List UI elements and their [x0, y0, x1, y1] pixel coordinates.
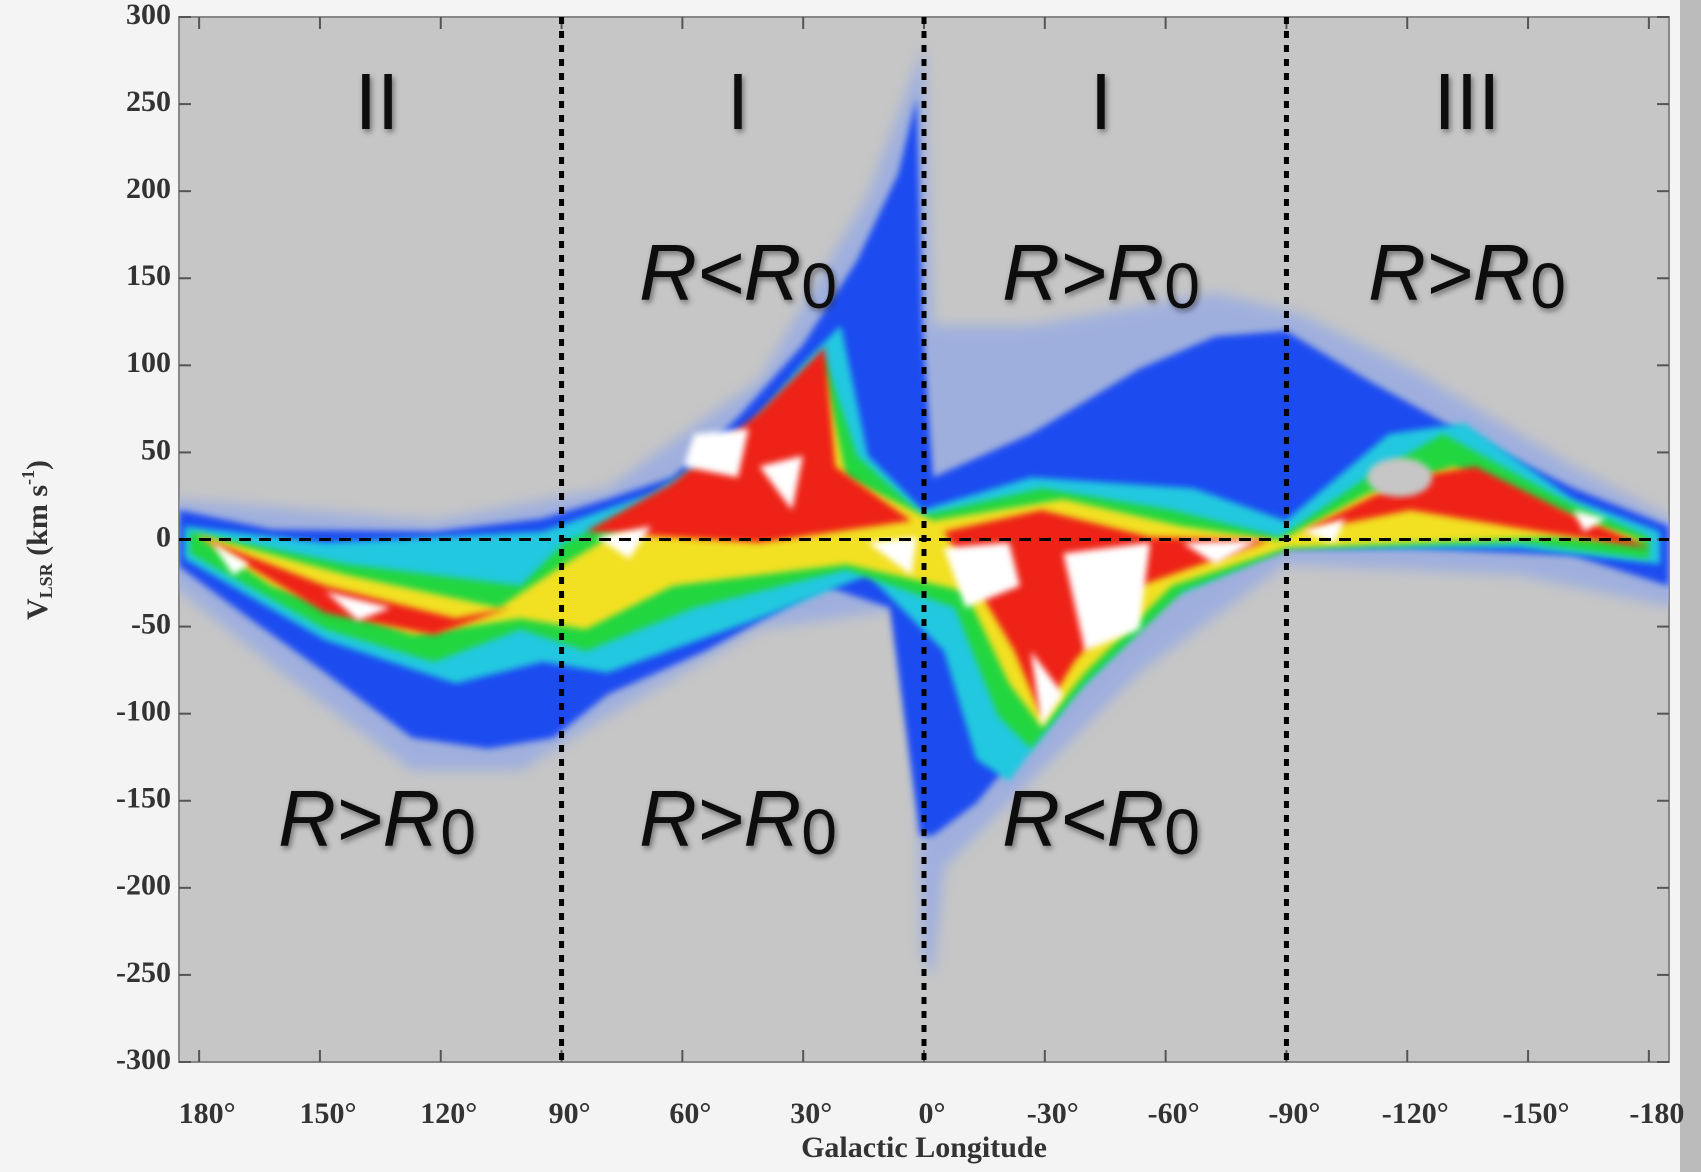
- annotation: R<R0: [639, 228, 837, 322]
- annotation-sub: 0: [801, 250, 837, 322]
- annotation-text: R>R: [1002, 228, 1164, 317]
- annotation: R>R0: [278, 774, 476, 868]
- y-label-unit: (km s: [21, 485, 54, 563]
- annotation-text: III: [1434, 57, 1501, 146]
- y-tick-label: -300: [116, 1043, 171, 1076]
- y-tick-label: 200: [126, 172, 171, 205]
- y-label-close: ): [21, 460, 54, 470]
- y-tick-label: -100: [116, 695, 171, 728]
- x-tick-label: 150°: [299, 1097, 356, 1130]
- y-tick-label: 250: [126, 85, 171, 118]
- y-tick-label: 0: [156, 520, 171, 553]
- x-tick-label: 30°: [790, 1097, 832, 1130]
- x-tick-label: 180°: [179, 1097, 236, 1130]
- x-tick-label: -120°: [1382, 1097, 1449, 1130]
- x-tick-label: -90°: [1268, 1097, 1320, 1130]
- annotation-sub: 0: [1164, 796, 1200, 868]
- annotation: R<R0: [1002, 774, 1200, 868]
- annotation: R>R0: [639, 774, 837, 868]
- annotation: II: [355, 57, 399, 146]
- y-tick-label: 100: [126, 346, 171, 379]
- x-tick-label: 90°: [549, 1097, 591, 1130]
- annotation: III: [1434, 57, 1501, 146]
- annotation-text: R>R: [278, 774, 440, 863]
- x-tick-label: 0°: [919, 1097, 946, 1130]
- y-tick-label: 50: [141, 433, 171, 466]
- annotation: R>R0: [1002, 228, 1200, 322]
- y-axis-label: VLSR (km s-1): [18, 460, 56, 620]
- annotation-text: II: [355, 57, 399, 146]
- y-tick-label: -50: [131, 607, 171, 640]
- y-tick-label: 300: [126, 0, 171, 31]
- y-label-main: V: [21, 598, 54, 620]
- x-tick-label: 60°: [669, 1097, 711, 1130]
- annotation-text: R>R: [1368, 228, 1530, 317]
- x-tick-label: -150°: [1503, 1097, 1570, 1130]
- annotation-sub: 0: [1530, 250, 1566, 322]
- annotation-text: I: [727, 57, 749, 146]
- y-tick-label: -150: [116, 782, 171, 815]
- annotation: I: [1090, 57, 1112, 146]
- annotation-sub: 0: [1164, 250, 1200, 322]
- x-tick-label: -30°: [1027, 1097, 1079, 1130]
- y-label-sub: LSR: [36, 562, 56, 598]
- annotation-sub: 0: [801, 796, 837, 868]
- annotation: R>R0: [1368, 228, 1566, 322]
- annotation-sub: 0: [440, 796, 476, 868]
- x-axis-label: Galactic Longitude: [801, 1131, 1047, 1164]
- frame-edge: [1680, 0, 1701, 1172]
- annotation: I: [727, 57, 749, 146]
- annotation-text: R>R: [639, 774, 801, 863]
- y-tick-label: -250: [116, 956, 171, 989]
- y-tick-label: -200: [116, 869, 171, 902]
- annotation-text: R<R: [1002, 774, 1164, 863]
- y-label-sup: -1: [18, 470, 38, 485]
- annotation-text: R<R: [639, 228, 801, 317]
- annotation-text: I: [1090, 57, 1112, 146]
- x-tick-label: -60°: [1148, 1097, 1200, 1130]
- x-tick-label: 120°: [420, 1097, 477, 1130]
- x-tick-label: -180: [1629, 1097, 1684, 1130]
- y-tick-label: 150: [126, 259, 171, 292]
